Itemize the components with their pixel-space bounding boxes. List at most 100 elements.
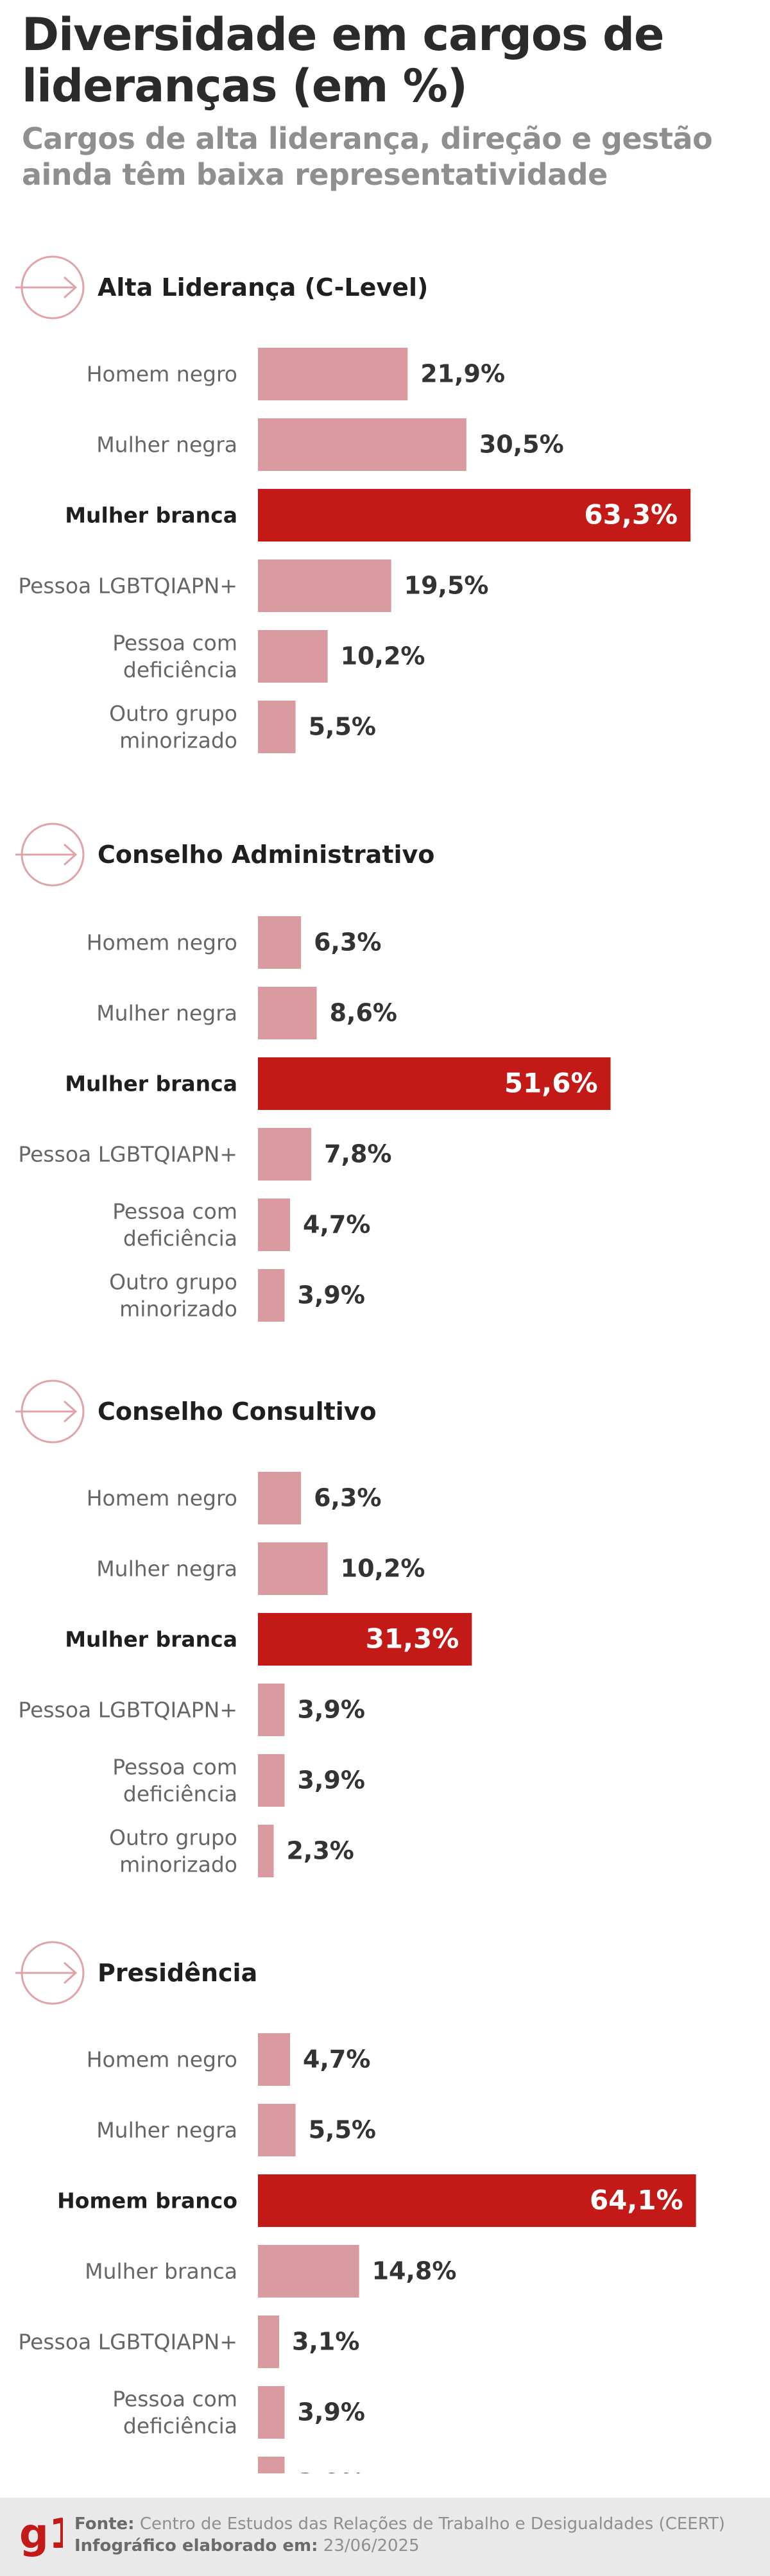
bar-pessoa-lgbtqiapn <box>258 559 391 612</box>
category-label-mulher-branca: Mulher branca <box>65 503 237 528</box>
data-label-mulher-negra: 5,5% <box>309 2116 376 2144</box>
bar-pessoa-com-deficiencia <box>258 630 328 683</box>
category-label-pessoa-com-deficiencia: deficiência <box>123 2414 237 2439</box>
arrow-right-icon <box>15 823 85 887</box>
data-label-pessoa-com-deficiencia: 4,7% <box>303 1211 370 1239</box>
source-label: Fonte: <box>74 2514 135 2534</box>
data-label-mulher-negra: 30,5% <box>479 431 564 459</box>
category-label-outro-grupo-minorizado: minorizado <box>119 1852 237 1877</box>
section-header: Conselho Administrativo <box>0 823 770 887</box>
data-label-pessoa-lgbtqiapn: 7,8% <box>324 1140 391 1168</box>
category-label-pessoa-lgbtqiapn: Pessoa LGBTQIAPN+ <box>18 574 237 599</box>
data-label-outro-grupo-minorizado: 5,5% <box>309 713 376 741</box>
bar-mulher-negra <box>258 987 317 1039</box>
category-label-homem-negro: Homem negro <box>87 2047 237 2072</box>
data-label-pessoa-lgbtqiapn: 19,5% <box>404 572 489 600</box>
category-label-homem-negro: Homem negro <box>87 362 237 387</box>
arrow-right-icon <box>15 255 85 320</box>
category-label-pessoa-com-deficiencia: deficiência <box>123 1226 237 1251</box>
category-label-homem-branco: Homem branco <box>57 2188 237 2213</box>
category-label-mulher-negra: Mulher negra <box>96 2118 237 2143</box>
category-label-homem-negro: Homem negro <box>87 930 237 955</box>
category-label-mulher-negra: Mulher negra <box>96 1557 237 1582</box>
date-line: Infográfico elaborado em: 23/06/2025 <box>74 2535 725 2557</box>
bar-homem-negro <box>258 1472 302 1524</box>
data-label-homem-negro: 4,7% <box>303 2045 370 2074</box>
category-label-outro-grupo-minorizado: Outro grupo <box>109 701 237 726</box>
category-label-outro-grupo-minorizado: Outro grupo <box>109 1825 237 1850</box>
category-label-outro-grupo-minorizado: Outro grupo <box>109 1270 237 1295</box>
category-label-mulher-branca: Mulher branca <box>85 2259 237 2284</box>
category-label-pessoa-com-deficiencia: deficiência <box>123 658 237 683</box>
data-label-homem-branco: 64,1% <box>590 2185 683 2216</box>
data-label-mulher-branca: 31,3% <box>366 1623 459 1655</box>
category-label-mulher-negra: Mulher negra <box>96 432 237 457</box>
section-title: Alta Liderança (C-Level) <box>98 273 429 302</box>
data-label-mulher-branca: 63,3% <box>584 499 678 531</box>
section-title: Presidência <box>98 1959 258 1987</box>
category-label-pessoa-com-deficiencia: Pessoa com <box>112 1199 237 1224</box>
section-title: Conselho Administrativo <box>98 840 435 869</box>
bar-mulher-branca <box>258 489 691 542</box>
bar-outro-grupo-minorizado <box>258 1825 274 1877</box>
category-label-mulher-negra: Mulher negra <box>96 1001 237 1026</box>
category-label-outro-grupo-minorizado: minorizado <box>119 1297 237 1322</box>
data-label-homem-negro: 6,3% <box>314 928 381 957</box>
data-label-homem-negro: 21,9% <box>420 360 505 388</box>
category-label-pessoa-lgbtqiapn: Pessoa LGBTQIAPN+ <box>18 1142 237 1167</box>
category-label-homem-negro: Homem negro <box>87 1486 237 1511</box>
source-line: Fonte: Centro de Estudos das Relações de… <box>74 2513 725 2535</box>
bar-mulher-negra <box>258 1542 328 1595</box>
bar-pessoa-lgbtqiapn <box>258 1684 285 1736</box>
bar-outro-grupo-minorizado <box>258 701 296 753</box>
category-label-pessoa-com-deficiencia: deficiência <box>123 1782 237 1807</box>
bar-homem-branco <box>258 2174 696 2227</box>
bar-homem-negro <box>258 348 408 400</box>
section-header: Alta Liderança (C-Level) <box>0 255 770 320</box>
data-label-homem-negro: 6,3% <box>314 1484 381 1512</box>
bar-pessoa-com-deficiencia <box>258 2386 285 2439</box>
data-label-mulher-branca: 14,8% <box>372 2257 457 2285</box>
category-label-mulher-branca: Mulher branca <box>65 1627 237 1652</box>
header: Diversidade em cargos de lideranças (em … <box>22 9 753 192</box>
data-label-outro-grupo-minorizado: 2,3% <box>286 1837 354 1865</box>
bar-mulher-negra <box>258 418 466 471</box>
page-title: Diversidade em cargos de lideranças (em … <box>22 8 665 112</box>
source-text: Centro de Estudos das Relações de Trabal… <box>139 2514 725 2534</box>
bar-pessoa-lgbtqiapn <box>258 1128 312 1181</box>
bar-chart-alta-lideranca: 21,9% Homem negro 30,5% Mulher negra 63,3% Mu… <box>18 348 691 753</box>
category-label-outro-grupo-minorizado: minorizado <box>119 728 237 753</box>
category-label-pessoa-com-deficiencia: Pessoa com <box>112 2387 237 2412</box>
date-label: Infográfico elaborado em: <box>74 2536 318 2555</box>
g1-logo-text: g1 <box>19 2511 63 2558</box>
bar-mulher-branca <box>258 1613 472 1666</box>
bar-outro <box>258 2457 285 2473</box>
category-label-pessoa-lgbtqiapn: Pessoa LGBTQIAPN+ <box>18 1698 237 1723</box>
footer-text: Fonte: Centro de Estudos das Relações de… <box>74 2513 725 2557</box>
data-label-pessoa-com-deficiencia: 3,9% <box>298 2398 365 2427</box>
category-label-mulher-branca: Mulher branca <box>65 1071 237 1096</box>
bar-mulher-negra <box>258 2104 296 2156</box>
bar-chart-conselho-consultivo: 6,3% Homem negro 10,2% Mulher negra 31,3% Mul… <box>18 1472 472 1877</box>
data-label-pessoa-lgbtqiapn: 3,9% <box>298 1696 365 1724</box>
bar-mulher-branca <box>258 2245 359 2298</box>
bar-mulher-branca <box>258 1057 611 1110</box>
category-label-pessoa-com-deficiencia: Pessoa com <box>112 1755 237 1780</box>
bar-pessoa-lgbtqiapn <box>258 2316 280 2368</box>
data-label-outro: 3,9% <box>298 2469 365 2474</box>
data-label-pessoa-com-deficiencia: 10,2% <box>341 642 425 670</box>
data-label-mulher-negra: 10,2% <box>341 1555 425 1583</box>
g1-logo: g1 <box>19 2511 63 2558</box>
section-header: Presidência <box>0 1941 770 2005</box>
page-subtitle: Cargos de alta liderança, direção e gest… <box>22 121 713 192</box>
footer: g1 Fonte: Centro de Estudos das Relações… <box>0 2498 770 2576</box>
data-label-mulher-negra: 8,6% <box>330 999 397 1027</box>
bar-homem-negro <box>258 916 302 969</box>
bar-chart-presidencia: 4,7% Homem negro 5,5% Mulher negra 64,1% Home… <box>18 2033 696 2474</box>
category-label-pessoa-com-deficiencia: Pessoa com <box>112 631 237 656</box>
arrow-right-icon <box>15 1941 85 2005</box>
section-title: Conselho Consultivo <box>98 1397 377 1426</box>
date-text: 23/06/2025 <box>323 2536 420 2555</box>
category-label-outro: Outro <box>178 2471 237 2474</box>
data-label-pessoa-com-deficiencia: 3,9% <box>298 1766 365 1795</box>
